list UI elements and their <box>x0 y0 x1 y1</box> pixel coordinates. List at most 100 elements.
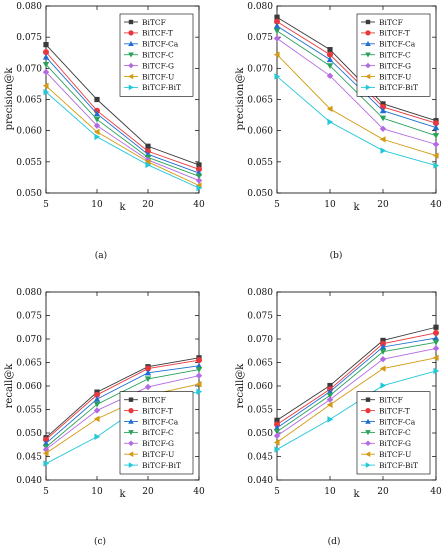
x-axis-label: k <box>119 202 126 213</box>
triangle-right-marker <box>433 162 440 169</box>
y-tick-label: 0.045 <box>16 453 42 463</box>
series-line <box>276 21 437 124</box>
triangle-right-marker <box>327 118 334 126</box>
series-line <box>276 332 437 425</box>
y-axis-label: recall@k <box>4 363 15 409</box>
triangle-right-marker <box>365 84 371 91</box>
series-line <box>45 71 200 181</box>
square-marker <box>327 47 333 53</box>
panel-b: (b) 0.050 0.055 0.060 0.065 0.070 0.075 0.080 5… <box>235 2 442 261</box>
legend-label: BiTCF-BiT <box>379 461 418 470</box>
triangle-up-marker <box>195 362 203 369</box>
triangle-right-marker <box>327 416 334 423</box>
square-marker <box>94 96 100 103</box>
x-tick-label: 40 <box>430 487 442 497</box>
panel-caption: (d) <box>328 536 341 547</box>
y-tick-label: 0.040 <box>16 476 42 486</box>
x-axis-label: k <box>119 489 126 500</box>
triangle-left-marker <box>42 82 49 89</box>
triangle-right-marker <box>43 88 50 96</box>
triangle-up-marker <box>379 107 387 114</box>
triangle-right-marker <box>94 433 101 440</box>
y-tick-label: 0.075 <box>16 33 42 43</box>
triangle-down-marker <box>273 28 281 35</box>
triangle-down-marker <box>195 366 203 373</box>
legend-label: BiTCF-BiT <box>142 83 181 92</box>
x-tick-label: 20 <box>377 200 389 210</box>
legend-label: BiTCF-T <box>142 29 173 38</box>
x-tick-label: 20 <box>377 487 389 497</box>
legend-label: BiTCF-BiT <box>142 461 181 470</box>
triangle-right-marker <box>380 382 387 389</box>
triangle-right-marker <box>128 84 134 91</box>
circle-marker <box>365 30 371 36</box>
triangle-down-marker <box>379 349 387 355</box>
square-marker <box>145 143 151 149</box>
panel-caption: (c) <box>94 536 106 547</box>
series-line <box>45 91 200 189</box>
panel-c: (c) 0.040 0.045 0.050 0.055 0.060 0.065 0.070 0… <box>4 288 205 547</box>
x-tick-label: 10 <box>324 487 336 497</box>
y-tick-label: 0.040 <box>247 476 273 486</box>
triangle-down-marker <box>379 115 387 122</box>
diamond-marker <box>432 141 440 148</box>
legend-label: BiTCF-Ca <box>142 40 179 49</box>
triangle-right-marker <box>145 161 152 169</box>
circle-marker <box>43 436 49 443</box>
y-tick-label: 0.080 <box>247 2 273 12</box>
legend-label: BiTCF-G <box>379 439 411 448</box>
x-tick-label: 5 <box>274 487 280 497</box>
y-tick-label: 0.070 <box>16 335 42 345</box>
triangle-left-marker <box>432 354 439 361</box>
series-line <box>45 365 200 444</box>
square-marker <box>128 397 134 402</box>
triangle-left-marker <box>93 128 100 136</box>
triangle-left-marker <box>432 152 439 159</box>
series-line <box>276 326 437 421</box>
x-tick-label: 20 <box>142 487 154 497</box>
y-tick-label: 0.050 <box>16 189 42 199</box>
legend-label: BiTCF-U <box>379 450 411 459</box>
legend-label: BiTCF-C <box>379 51 411 60</box>
triangle-left-marker <box>42 450 49 457</box>
circle-marker <box>433 329 439 336</box>
triangle-down-marker <box>365 52 371 58</box>
legend-label: BiTCF-U <box>142 450 174 459</box>
diamond-marker <box>365 62 371 69</box>
series-line <box>276 16 437 122</box>
triangle-up-marker <box>128 418 134 424</box>
diamond-marker <box>128 62 134 69</box>
x-tick-label: 10 <box>91 487 103 497</box>
triangle-up-marker <box>432 334 440 341</box>
y-axis-label: precision@k <box>4 67 15 131</box>
triangle-down-marker <box>93 401 101 408</box>
triangle-left-marker <box>326 401 333 408</box>
y-tick-label: 0.065 <box>247 96 273 106</box>
triangle-down-marker <box>42 62 50 68</box>
legend-label: BiTCF <box>379 18 403 27</box>
series-line <box>45 44 200 166</box>
x-tick-label: 5 <box>43 487 49 497</box>
triangle-left-marker <box>195 380 202 388</box>
legend-label: BiTCF-C <box>142 51 174 60</box>
triangle-up-marker <box>128 41 134 47</box>
triangle-up-marker <box>379 343 387 350</box>
square-marker <box>43 42 49 48</box>
triangle-up-marker <box>365 41 371 47</box>
legend-label: BiTCF-T <box>379 406 410 415</box>
triangle-left-marker <box>365 451 371 457</box>
panel-caption: (b) <box>330 250 343 261</box>
y-tick-label: 0.045 <box>247 453 273 463</box>
triangle-right-marker <box>94 133 101 141</box>
legend-label: BiTCF-C <box>379 428 411 437</box>
series-line <box>45 85 200 186</box>
square-marker <box>128 19 134 25</box>
series-line <box>276 370 437 450</box>
triangle-right-marker <box>380 147 387 154</box>
square-marker <box>274 417 280 423</box>
triangle-left-marker <box>273 439 280 446</box>
square-marker <box>274 14 280 20</box>
triangle-up-marker <box>326 56 334 63</box>
